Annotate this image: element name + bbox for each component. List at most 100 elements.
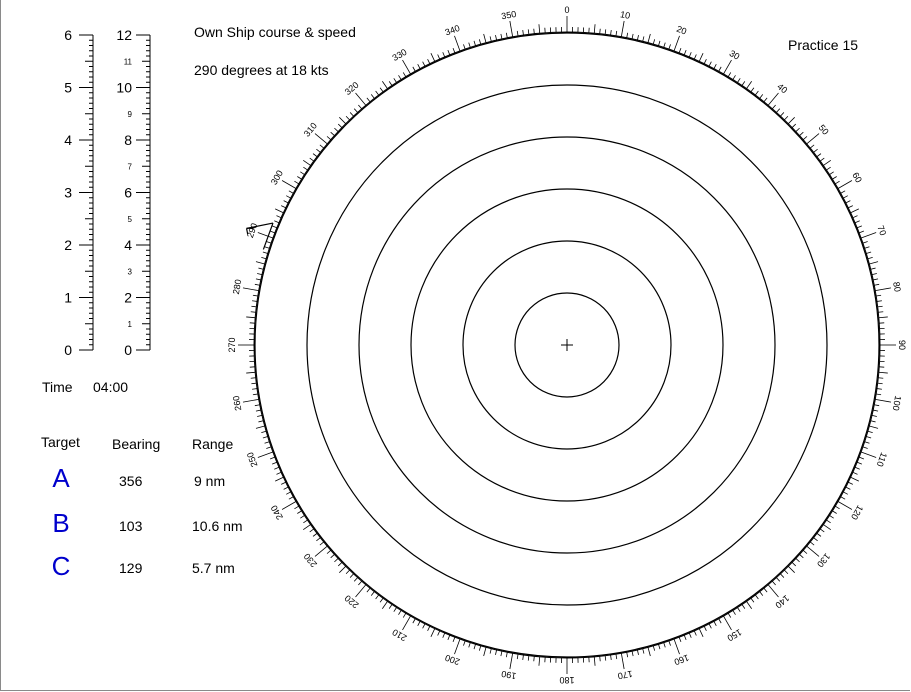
bearing-tick: [398, 610, 402, 615]
bearing-tick: [875, 398, 892, 403]
bearing-tick: [355, 92, 367, 106]
bearing-label: 110: [875, 451, 889, 468]
bearing-tick: [840, 496, 846, 500]
bearing-tick: [326, 136, 332, 140]
bearing-tick: [750, 87, 755, 93]
scale-label-right-minor: 9: [128, 110, 133, 119]
bearing-tick: [366, 587, 371, 593]
bearing-tick: [708, 623, 712, 629]
bearing-tick: [854, 466, 860, 470]
bearing-tick: [339, 566, 346, 573]
scale-label-right-minor: 5: [128, 215, 133, 224]
bearing-tick: [269, 230, 275, 234]
bearing-tick: [312, 153, 318, 157]
bearing-tick: [242, 398, 259, 403]
bearing-tick: [483, 647, 487, 657]
time-value: 04:00: [93, 379, 129, 395]
bearing-tick: [791, 562, 797, 567]
bearing-tick: [379, 87, 384, 93]
bearing-tick: [334, 558, 339, 563]
bearing-tick: [703, 59, 707, 64]
bearing-tick: [840, 190, 846, 194]
bearing-tick: [874, 283, 880, 286]
bearing-tick: [698, 628, 704, 638]
bearing-tick: [713, 64, 717, 69]
bearing-tick: [509, 653, 514, 670]
range-ring: [462, 240, 672, 450]
bearing-tick: [860, 232, 877, 239]
bearing-tick: [673, 638, 680, 655]
bearing-tick: [848, 205, 853, 209]
bearing-tick: [463, 640, 466, 646]
bearing-tick: [430, 52, 436, 62]
bearing-tick: [355, 584, 367, 598]
bearing-tick: [309, 157, 315, 162]
bearing-tick: [860, 451, 877, 458]
bearing-tick: [274, 208, 284, 214]
scale-label-right-minor: 7: [128, 162, 133, 171]
bearing-tick: [876, 294, 882, 297]
bearing-tick: [398, 75, 402, 80]
bearing-tick: [358, 104, 362, 110]
bearing-tick: [723, 615, 732, 631]
bearing-tick: [258, 420, 264, 423]
bearing-tick: [637, 649, 639, 655]
bearing-tick: [799, 554, 804, 559]
bearing-tick: [251, 305, 257, 308]
bearing-label: 150: [725, 627, 743, 643]
bearing-tick: [252, 393, 258, 396]
bearing-tick: [353, 577, 358, 582]
bearing-tick: [334, 127, 339, 132]
bearing-tick: [746, 601, 753, 609]
bearing-tick: [349, 112, 354, 117]
bearing-label: 300: [269, 168, 285, 186]
bearing-tick: [878, 316, 888, 319]
bearing-tick: [274, 476, 284, 482]
bearing-tick: [843, 491, 848, 495]
scale-label-left: 5: [64, 80, 72, 96]
bearing-label: 350: [501, 9, 518, 21]
own-ship-course-arrow: [245, 228, 249, 235]
bearing-tick: [848, 481, 853, 485]
bearing-tick: [823, 524, 831, 531]
bearing-tick: [874, 404, 880, 407]
bearing-tick: [430, 628, 436, 638]
bearing-tick: [767, 92, 779, 106]
bearing-label: 250: [245, 451, 260, 469]
bearing-tick: [864, 246, 870, 249]
bearing-label: 260: [231, 395, 243, 412]
bearing-tick: [452, 637, 456, 643]
bearing-tick: [417, 64, 421, 69]
bearing-tick: [422, 61, 426, 67]
bearing-tick: [878, 371, 888, 374]
bearing-label: 10: [619, 9, 631, 21]
bearing-tick: [257, 415, 263, 417]
bearing-tick: [276, 471, 282, 475]
bearing-tick: [843, 195, 848, 199]
target-letter: B: [52, 508, 70, 538]
bearing-tick: [615, 30, 618, 36]
bearing-tick: [746, 81, 753, 89]
bearing-tick: [330, 131, 335, 136]
bearing-tick: [647, 33, 651, 43]
bearing-label: 230: [302, 551, 319, 569]
bearing-tick: [826, 166, 831, 171]
bearing-tick: [437, 630, 441, 636]
bearing-tick: [309, 528, 315, 533]
bearing-tick: [316, 148, 321, 153]
bearing-tick: [873, 409, 879, 412]
own-ship-course-arrow: [262, 222, 274, 250]
bearing-tick: [379, 597, 384, 603]
bearing-tick: [489, 648, 492, 654]
bearing-tick: [615, 654, 618, 660]
bearing-tick: [816, 153, 822, 157]
bearing-tick: [242, 287, 259, 292]
bearing-tick: [776, 108, 781, 113]
bearing-tick: [823, 159, 831, 166]
bearing-tick: [463, 44, 466, 50]
bearing-tick: [495, 649, 497, 655]
bearing-tick: [262, 251, 268, 254]
bearing-tick: [593, 656, 596, 666]
bearing-tick: [533, 656, 535, 662]
bearing-tick: [254, 404, 260, 407]
